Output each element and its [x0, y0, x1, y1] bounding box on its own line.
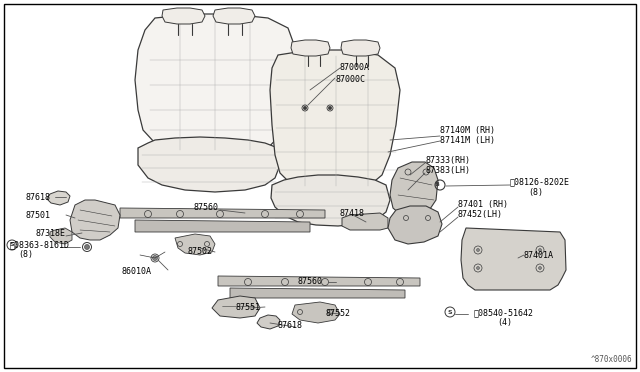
Text: 87000A: 87000A [340, 64, 370, 73]
Text: 87618: 87618 [278, 321, 303, 330]
Polygon shape [213, 8, 255, 24]
Polygon shape [271, 175, 390, 226]
Polygon shape [70, 200, 120, 240]
Polygon shape [388, 206, 442, 244]
Text: Ⓢ08540-51642: Ⓢ08540-51642 [474, 308, 534, 317]
Text: 87502: 87502 [188, 247, 213, 257]
Circle shape [84, 244, 90, 250]
Polygon shape [212, 296, 260, 318]
Polygon shape [162, 8, 205, 24]
Polygon shape [120, 208, 325, 218]
Text: 87552: 87552 [325, 310, 350, 318]
Text: S: S [448, 310, 452, 314]
Polygon shape [342, 213, 388, 230]
Text: 87501: 87501 [25, 211, 50, 219]
Text: S: S [10, 243, 14, 247]
Text: 87333(RH): 87333(RH) [425, 155, 470, 164]
Circle shape [477, 266, 479, 269]
Text: Ⓑ08126-8202E: Ⓑ08126-8202E [510, 177, 570, 186]
Polygon shape [461, 228, 566, 290]
Text: ^870x0006: ^870x0006 [590, 355, 632, 364]
Text: (4): (4) [497, 318, 512, 327]
Polygon shape [135, 14, 296, 158]
Text: 87401 (RH): 87401 (RH) [458, 199, 508, 208]
Text: 87618: 87618 [25, 192, 50, 202]
Text: 86010A: 86010A [122, 267, 152, 276]
Text: 87140M (RH): 87140M (RH) [440, 126, 495, 135]
Text: 87418: 87418 [340, 208, 365, 218]
Polygon shape [230, 288, 405, 298]
Text: 87452(LH): 87452(LH) [458, 209, 503, 218]
Circle shape [152, 256, 157, 260]
Text: Ⓢ08363-8161D: Ⓢ08363-8161D [10, 241, 70, 250]
Text: 87383(LH): 87383(LH) [425, 166, 470, 174]
Text: (8): (8) [528, 187, 543, 196]
Polygon shape [292, 302, 340, 323]
Circle shape [328, 106, 332, 110]
Polygon shape [47, 191, 70, 205]
Circle shape [538, 266, 541, 269]
Text: 87000C: 87000C [335, 74, 365, 83]
Polygon shape [390, 162, 438, 218]
Polygon shape [218, 276, 420, 286]
Text: 87141M (LH): 87141M (LH) [440, 137, 495, 145]
Polygon shape [270, 50, 400, 192]
Text: 87401A: 87401A [524, 250, 554, 260]
Polygon shape [257, 315, 280, 329]
Text: 87551: 87551 [235, 302, 260, 311]
Circle shape [538, 248, 541, 251]
Text: (8): (8) [18, 250, 33, 260]
Polygon shape [175, 234, 215, 255]
Polygon shape [291, 40, 330, 56]
Circle shape [477, 248, 479, 251]
Circle shape [303, 106, 307, 110]
Text: B: B [435, 183, 440, 187]
Text: 87560: 87560 [193, 202, 218, 212]
Text: 87318E: 87318E [35, 228, 65, 237]
Polygon shape [50, 228, 72, 244]
Text: 87560: 87560 [298, 278, 323, 286]
Polygon shape [138, 137, 280, 192]
Polygon shape [135, 220, 310, 232]
Polygon shape [341, 40, 380, 56]
